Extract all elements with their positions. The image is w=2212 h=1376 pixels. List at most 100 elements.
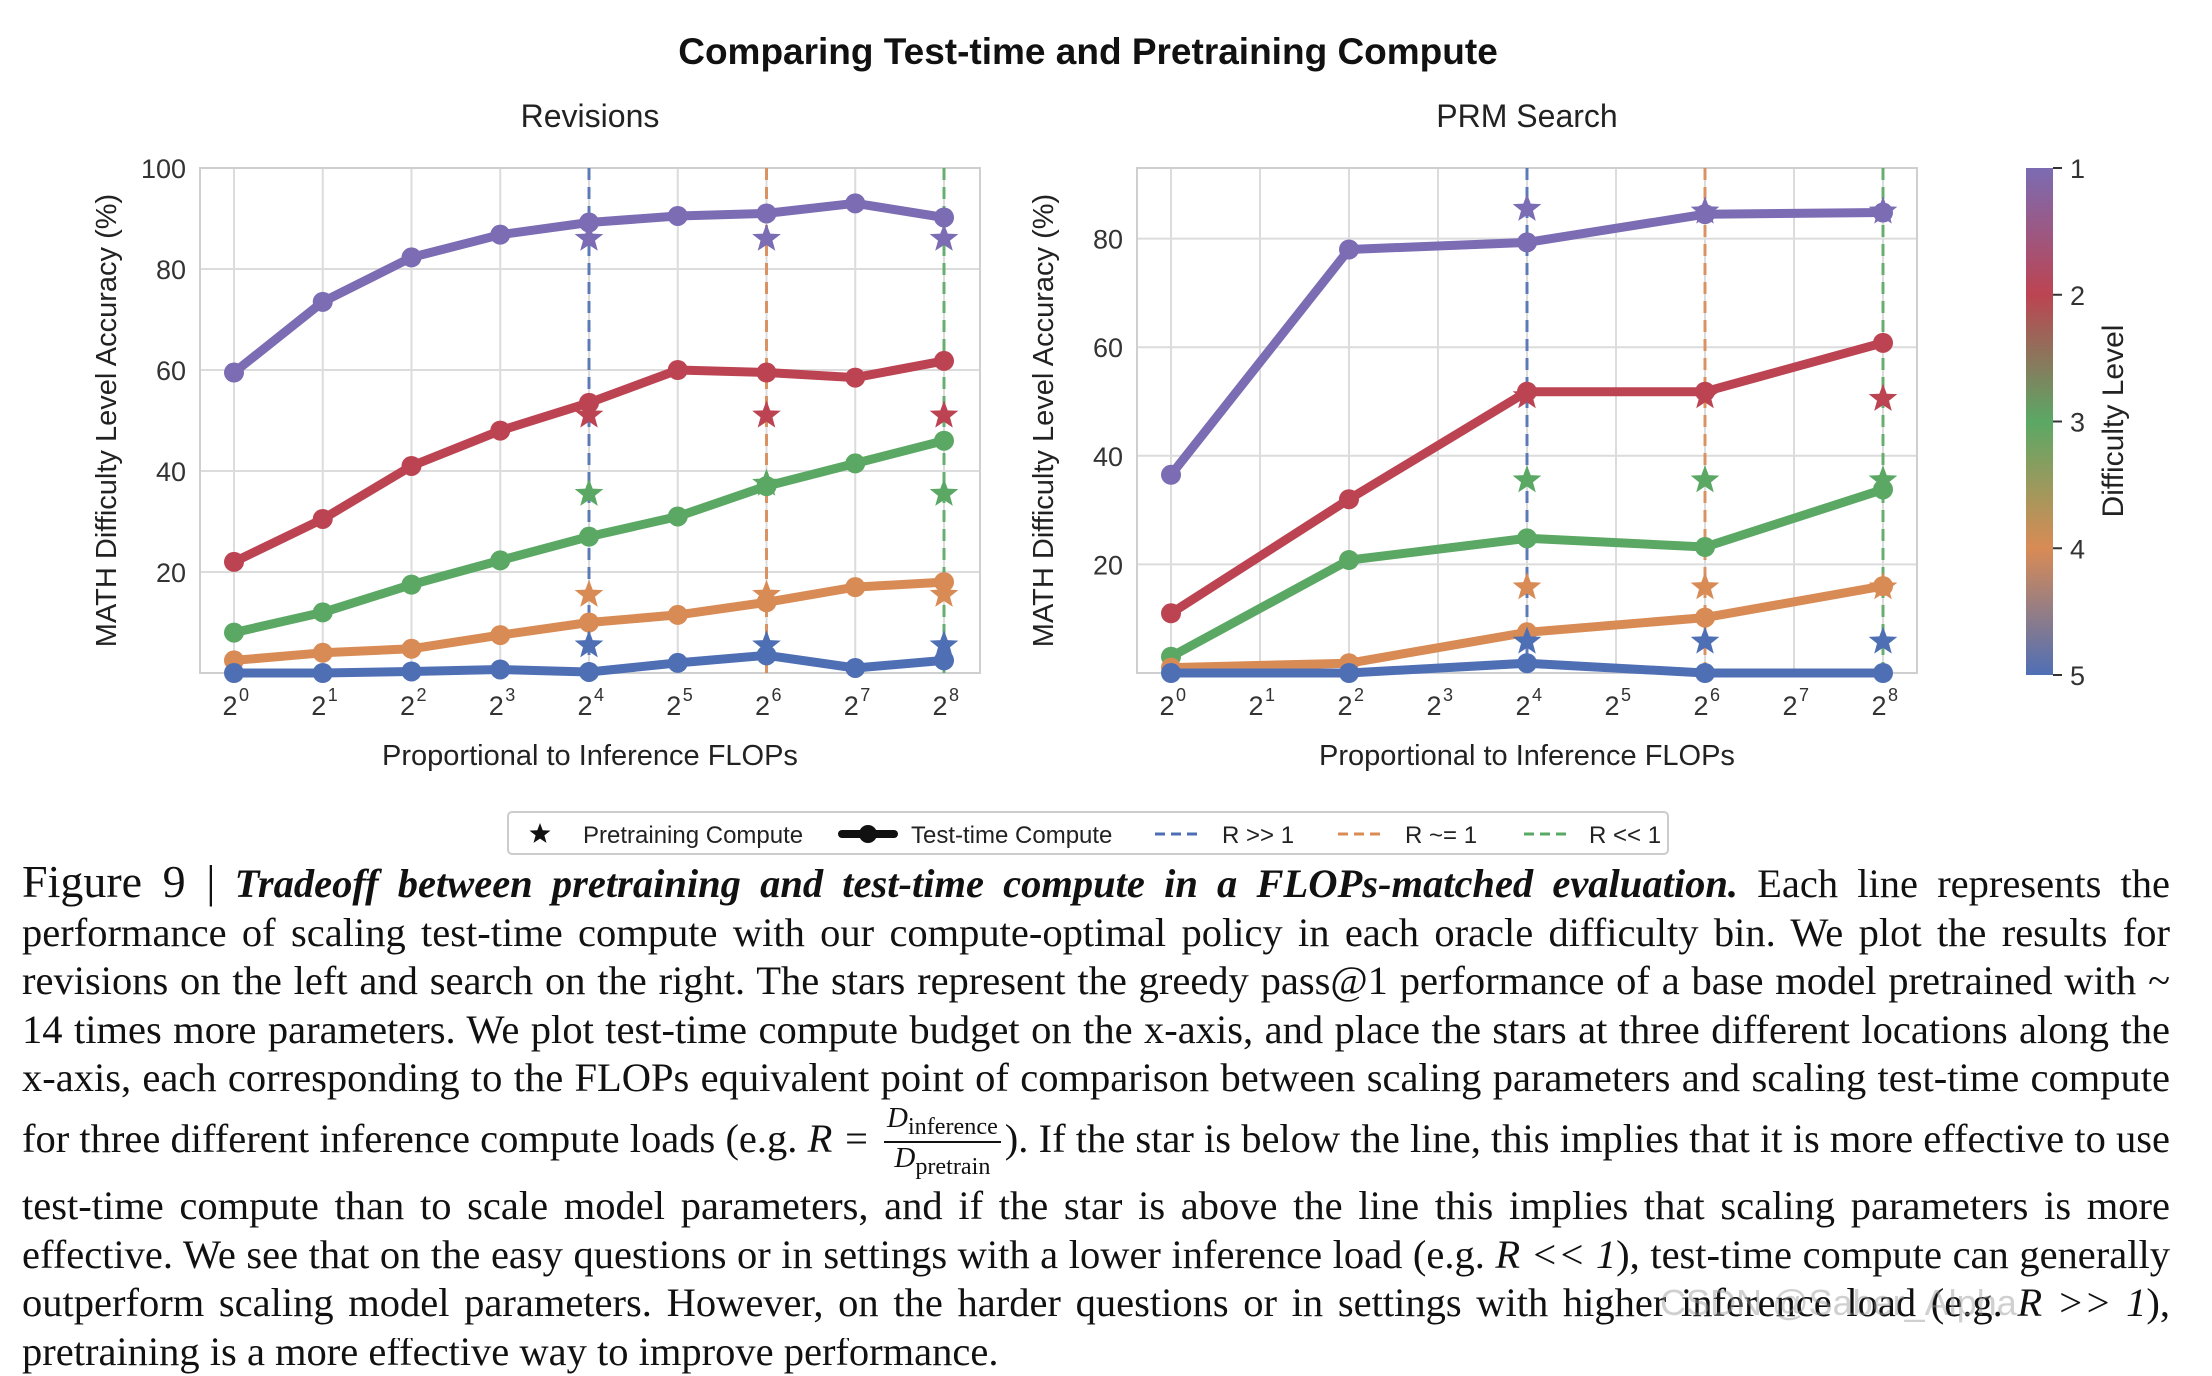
data-point	[667, 205, 688, 226]
x-tick-label: 2	[844, 691, 859, 721]
data-point	[401, 661, 422, 682]
data-point	[224, 663, 244, 683]
frac-den-sub: pretrain	[915, 1153, 991, 1181]
x-tick-exponent: 2	[1354, 685, 1364, 705]
pretraining-star	[752, 468, 781, 496]
data-point	[845, 577, 866, 598]
x-tick-label: 2	[755, 691, 770, 721]
y-tick-label: 20	[156, 558, 186, 588]
data-point	[1161, 603, 1181, 624]
x-tick-exponent: 7	[860, 685, 870, 705]
data-point	[312, 602, 333, 623]
legend-label: Test-time Compute	[911, 822, 1112, 849]
frac-den: D	[894, 1142, 916, 1175]
data-point	[490, 550, 511, 571]
pretraining-star	[1690, 626, 1720, 654]
data-point	[490, 224, 511, 245]
data-point	[1161, 663, 1181, 683]
pretraining-star	[574, 223, 604, 251]
y-axis-label: MATH Difficulty Level Accuracy (%)	[91, 194, 123, 647]
pretraining-star	[929, 223, 959, 251]
data-point	[579, 526, 599, 547]
x-tick-exponent: 4	[1532, 685, 1542, 705]
data-point	[490, 625, 511, 646]
caption-formula-lhs: R =	[807, 1115, 870, 1161]
x-tick-exponent: 6	[1710, 685, 1720, 705]
figure-caption: Figure 9 | Tradeoff between pretraining …	[22, 856, 2170, 1376]
x-tick-exponent: 6	[771, 685, 781, 705]
data-point	[1339, 550, 1359, 571]
x-tick-exponent: 5	[1621, 685, 1631, 705]
data-point	[401, 638, 422, 659]
y-tick-label: 40	[1093, 442, 1123, 472]
x-tick-label: 2	[1604, 691, 1619, 721]
data-point	[401, 574, 422, 595]
pretraining-star	[1868, 383, 1898, 411]
colorbar-gradient	[2026, 168, 2053, 675]
x-axis-label: Proportional to Inference FLOPs	[382, 740, 798, 772]
data-point	[579, 661, 599, 682]
x-tick-exponent: 3	[505, 685, 515, 705]
data-point	[1873, 332, 1893, 353]
x-tick-exponent: 8	[1888, 685, 1898, 705]
pretraining-star	[929, 400, 959, 428]
x-tick-exponent: 4	[594, 685, 604, 705]
y-axis-label: MATH Difficulty Level Accuracy (%)	[1028, 194, 1060, 647]
pretraining-star	[574, 400, 604, 428]
x-tick-label: 2	[1515, 691, 1530, 721]
colorbar-tick-label: 1	[2070, 154, 2085, 184]
x-tick-label: 2	[400, 691, 415, 721]
pretraining-star	[574, 478, 604, 506]
data-point	[934, 207, 954, 228]
data-point	[1339, 663, 1359, 683]
data-point	[1695, 537, 1715, 558]
x-tick-label: 2	[1782, 691, 1797, 721]
y-tick-label: 60	[1093, 333, 1123, 363]
data-point	[667, 652, 688, 673]
colorbar-tick-label: 2	[2070, 281, 2085, 311]
y-tick-label: 100	[141, 154, 186, 184]
pretraining-star	[1868, 572, 1898, 600]
data-point	[312, 508, 333, 529]
data-point	[490, 659, 511, 680]
pretraining-star	[929, 630, 959, 658]
data-point	[845, 193, 866, 214]
x-tick-label: 2	[489, 691, 504, 721]
data-point	[756, 203, 777, 224]
legend-label: R ~= 1	[1405, 822, 1477, 849]
page-cutoff	[0, 1326, 2212, 1338]
caption-formula-2: R << 1	[1495, 1231, 1617, 1277]
x-tick-label: 2	[1426, 691, 1441, 721]
legend-frame	[507, 811, 1669, 855]
frac-num: D	[887, 1101, 908, 1134]
pretraining-star	[752, 579, 781, 607]
data-point	[401, 455, 422, 476]
x-tick-label: 2	[577, 691, 592, 721]
x-tick-label: 2	[1248, 691, 1263, 721]
colorbar-tick-label: 3	[2070, 408, 2085, 438]
pretraining-star	[1868, 196, 1898, 224]
y-tick-label: 60	[156, 356, 186, 386]
data-point	[934, 350, 954, 371]
frac-num-sub: inference	[907, 1112, 998, 1140]
caption-label: Figure 9 |	[22, 856, 216, 907]
x-tick-exponent: 8	[949, 685, 959, 705]
data-point	[579, 612, 599, 633]
data-point	[934, 430, 954, 451]
pretraining-star	[574, 579, 604, 607]
pretraining-star	[1512, 465, 1542, 493]
pretraining-star	[1868, 465, 1898, 493]
difficulty-colorbar: 1 2 3 4 5 Difficulty Level	[2026, 154, 2130, 691]
data-point	[1339, 489, 1359, 510]
pretraining-star	[752, 223, 781, 251]
data-point	[667, 360, 688, 380]
figure-suptitle: Comparing Test-time and Pretraining Comp…	[678, 31, 1498, 72]
pretraining-star	[574, 630, 604, 658]
x-tick-label: 2	[311, 691, 326, 721]
x-tick-exponent: 5	[683, 685, 693, 705]
data-point	[667, 604, 688, 625]
x-tick-label: 2	[1337, 691, 1352, 721]
data-point	[845, 453, 866, 474]
